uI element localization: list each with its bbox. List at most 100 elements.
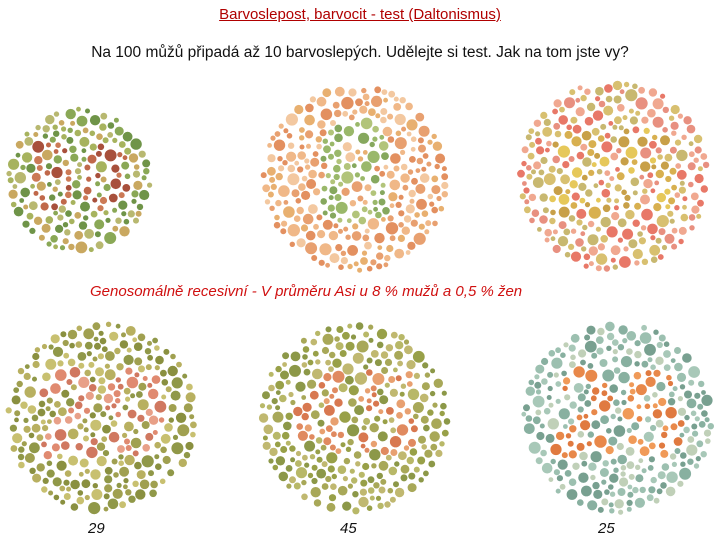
plate-dot bbox=[16, 380, 23, 388]
plate-dot bbox=[374, 359, 382, 367]
plate-dot bbox=[624, 194, 631, 201]
plate-dot bbox=[361, 206, 368, 213]
plate-dot bbox=[355, 98, 363, 107]
plate-dot bbox=[160, 446, 167, 454]
plate-dot bbox=[615, 407, 622, 414]
plate-dot bbox=[405, 250, 411, 255]
plate-dot bbox=[113, 472, 119, 478]
plate-dot bbox=[86, 351, 92, 357]
plate-dot bbox=[400, 173, 410, 183]
plate-dot bbox=[66, 379, 73, 385]
plate-dot bbox=[550, 209, 556, 216]
plate-dot bbox=[640, 161, 651, 172]
plate-dot bbox=[382, 419, 388, 425]
plate-dot bbox=[683, 116, 692, 125]
plate-dot bbox=[394, 137, 407, 150]
plate-dot bbox=[77, 162, 83, 168]
plate-dot bbox=[315, 136, 322, 143]
plate-dot bbox=[406, 360, 416, 370]
plate-dot bbox=[398, 194, 404, 200]
plate-dot bbox=[390, 153, 401, 164]
plate-dot bbox=[584, 334, 591, 341]
plate-dot bbox=[661, 431, 668, 439]
plate-dot bbox=[329, 351, 336, 359]
plate-dot bbox=[78, 221, 88, 230]
plate-dot bbox=[367, 209, 373, 215]
plate-dot bbox=[267, 191, 274, 198]
plate-dot bbox=[274, 131, 281, 137]
plate-dot bbox=[123, 478, 129, 484]
plate-dot bbox=[65, 184, 72, 191]
plate-dot bbox=[306, 179, 317, 189]
plate-dot bbox=[578, 182, 587, 191]
plate-dot bbox=[374, 86, 382, 94]
plate-dot bbox=[139, 479, 150, 490]
plate-dot bbox=[50, 383, 61, 394]
plate-dot bbox=[580, 94, 587, 102]
plate-dot bbox=[432, 402, 438, 408]
plate-dot bbox=[385, 344, 394, 352]
plate-dot bbox=[594, 152, 601, 159]
plate-dot bbox=[370, 440, 378, 448]
plate-dot bbox=[627, 395, 635, 402]
plate-dot bbox=[626, 348, 633, 355]
plate-dot bbox=[296, 238, 306, 248]
plate-dot bbox=[701, 390, 706, 395]
plate-dot bbox=[613, 205, 619, 211]
plate-dot bbox=[634, 260, 640, 266]
plate-dot bbox=[270, 135, 276, 141]
plate-dot bbox=[92, 356, 98, 362]
plate-dot bbox=[85, 108, 90, 114]
plate-dot bbox=[361, 250, 368, 256]
plate-dot bbox=[304, 424, 312, 432]
plate-dot bbox=[90, 438, 98, 446]
plate-dot bbox=[620, 389, 627, 396]
plate-dot bbox=[105, 405, 111, 411]
plate-dot bbox=[676, 169, 687, 180]
plate-dot bbox=[617, 488, 626, 496]
plate-6-answer: 25 bbox=[598, 520, 615, 537]
plate-dot bbox=[288, 391, 294, 398]
plate-dot bbox=[29, 227, 36, 234]
plate-dot bbox=[97, 143, 105, 151]
plate-dot bbox=[662, 425, 669, 432]
plate-dot bbox=[69, 342, 75, 349]
plate-dot bbox=[656, 488, 663, 495]
plate-dot bbox=[600, 415, 609, 425]
plate-dot bbox=[118, 200, 128, 210]
plate-dot bbox=[686, 124, 696, 134]
plate-dot bbox=[41, 486, 48, 493]
plate-dot bbox=[79, 136, 90, 147]
plate-dot bbox=[701, 410, 708, 417]
plate-dot bbox=[154, 400, 167, 413]
plate-dot bbox=[591, 420, 601, 430]
plate-dot bbox=[559, 106, 565, 113]
plate-dot bbox=[553, 99, 562, 108]
plate-dot bbox=[273, 221, 281, 229]
plate-dot bbox=[52, 346, 64, 357]
plate-dot bbox=[552, 108, 558, 115]
plate-dot bbox=[613, 467, 619, 473]
plate-dot bbox=[368, 108, 376, 116]
plate-dot bbox=[532, 416, 541, 425]
plate-dot bbox=[333, 173, 340, 181]
plate-dot bbox=[382, 207, 390, 215]
plate-dot bbox=[274, 441, 281, 448]
plate-dot bbox=[652, 403, 658, 409]
plate-dot bbox=[373, 400, 380, 407]
plate-dot bbox=[315, 359, 321, 365]
plate-dot bbox=[95, 150, 102, 157]
plate-dot bbox=[599, 468, 609, 477]
plate-dot bbox=[580, 143, 588, 151]
plate-dot bbox=[688, 151, 695, 158]
plate-dot bbox=[408, 189, 416, 198]
plate-dot bbox=[310, 338, 318, 346]
plate-dot bbox=[65, 191, 72, 199]
plate-dot bbox=[673, 437, 683, 446]
plate-dot bbox=[424, 372, 431, 378]
plate-dot bbox=[70, 503, 79, 511]
plate-dot bbox=[93, 403, 103, 413]
plate-dot bbox=[183, 451, 191, 459]
plate-dot bbox=[677, 407, 687, 416]
plate-dot bbox=[378, 198, 386, 206]
